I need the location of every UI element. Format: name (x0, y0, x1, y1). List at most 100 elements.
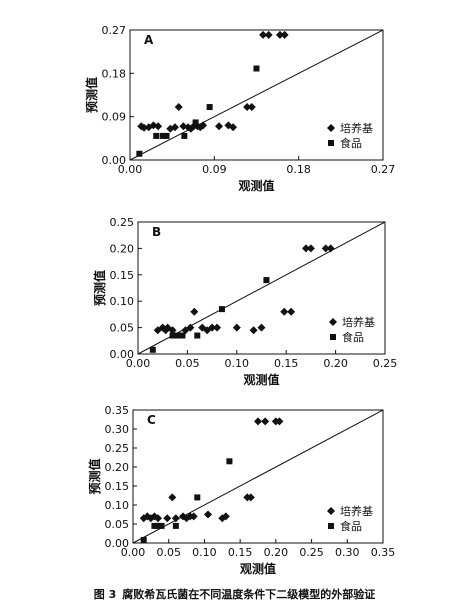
legend-label: 培养基 (342, 315, 375, 329)
data-point-square (263, 277, 270, 284)
data-point-diamond (275, 30, 284, 39)
x-tick-label: 0.15 (274, 357, 299, 370)
data-point-diamond (208, 323, 217, 332)
x-tick-label: 0.10 (192, 546, 217, 559)
data-point-diamond (259, 30, 268, 39)
y-tick-label: 0.20 (110, 242, 135, 255)
data-point-diamond (229, 123, 238, 132)
y-tick-label: 0.30 (105, 423, 130, 436)
legend-marker-square (330, 334, 336, 340)
data-point-diamond (257, 323, 266, 332)
y-tick-label: 0.05 (110, 322, 135, 335)
reference-line (137, 221, 386, 355)
data-point-square (159, 132, 166, 139)
data-point-diamond (264, 30, 273, 39)
x-tick-label: 0.18 (286, 163, 311, 176)
data-point-diamond (199, 121, 208, 130)
data-point-diamond (243, 103, 252, 112)
plot-frame (137, 221, 386, 355)
chart-panel-a: 0.00 0.09 0.18 0.27 0.00 0.09 0.18 0.27 A 观测值 预测值培… (84, 24, 395, 193)
data-point-diamond (249, 326, 258, 335)
data-point-diamond (326, 244, 335, 253)
x-tick-label: 0.10 (225, 357, 250, 370)
data-point-diamond (154, 122, 163, 131)
legend-label: 食品 (342, 330, 364, 344)
legend-label: 培养基 (340, 504, 373, 518)
x-tick-label: 0.30 (335, 546, 360, 559)
reference-line (129, 29, 384, 161)
data-point-diamond (275, 417, 284, 426)
data-point-square (181, 132, 188, 139)
x-tick-label: 0.00 (121, 546, 146, 559)
x-tick-label: 0.27 (371, 163, 396, 176)
y-tick-label: 0.10 (105, 499, 130, 512)
data-point-diamond (171, 514, 180, 523)
x-tick-label: 0.09 (202, 163, 227, 176)
data-point-square (192, 119, 199, 126)
data-point-diamond (163, 514, 172, 523)
panel-label: A (144, 33, 154, 47)
data-point-square (226, 458, 233, 465)
x-tick-label: 0.20 (264, 546, 289, 559)
data-point-diamond (301, 244, 310, 253)
data-point-diamond (280, 307, 289, 316)
data-point-diamond (174, 103, 183, 112)
data-point-square (153, 132, 160, 139)
data-point-square (163, 132, 170, 139)
data-point-diamond (190, 307, 199, 316)
data-point-square (194, 332, 201, 339)
y-tick-label: 0.20 (105, 461, 130, 474)
y-axis-title: 预测值 (84, 77, 99, 113)
y-axis-title: 预测值 (92, 270, 107, 306)
data-point-diamond (154, 514, 162, 523)
data-point-diamond (247, 103, 256, 112)
y-tick-label: 0.18 (102, 67, 127, 80)
legend-marker-square (328, 140, 334, 146)
data-point-diamond (186, 323, 195, 332)
data-point-diamond (189, 512, 198, 521)
data-point-square (194, 494, 201, 501)
panel-label: B (152, 225, 161, 239)
data-point-square (218, 306, 225, 313)
x-tick-label: 0.00 (118, 163, 143, 176)
y-tick-label: 0.10 (110, 295, 135, 308)
legend-label: 食品 (340, 136, 362, 150)
x-axis-title: 观测值 (243, 372, 279, 387)
x-tick-label: 0.15 (228, 546, 253, 559)
figure-caption: 图 3 腐败希瓦氏菌在不同温度条件下二级模型的外部验证 (0, 586, 475, 602)
y-tick-label: 0.27 (102, 24, 127, 37)
y-tick-label: 0.35 (105, 404, 130, 417)
x-tick-label: 0.35 (371, 546, 396, 559)
y-tick-label: 0.00 (105, 537, 130, 550)
data-point-diamond (306, 244, 315, 253)
y-tick-label: 0.09 (102, 111, 127, 124)
legend-marker-diamond (327, 507, 335, 515)
data-point-diamond (287, 307, 296, 316)
legend-label: 食品 (340, 519, 362, 533)
chart-panel-c: 0.00 0.05 0.10 0.15 0.20 0.25 0.30 0.35 0.00 0.05… (87, 404, 395, 576)
data-point-diamond (321, 244, 330, 253)
x-tick-label: 0.25 (373, 357, 398, 370)
data-point-square (140, 536, 147, 543)
data-point-diamond (261, 417, 270, 426)
data-point-diamond (232, 323, 241, 332)
legend-marker-square (328, 523, 334, 529)
panel-label: C (147, 413, 156, 427)
y-tick-label: 0.00 (102, 154, 127, 167)
data-point-diamond (170, 123, 179, 132)
x-axis-title: 观测值 (238, 178, 274, 193)
data-point-diamond (246, 493, 255, 502)
plot-frame (132, 409, 384, 544)
legend-marker-diamond (329, 318, 337, 326)
chart-panel-b: 0.00 0.05 0.10 0.15 0.20 0.25 0.00 0.05 0.10 0.15… (92, 216, 397, 387)
data-point-diamond (215, 122, 224, 131)
y-tick-label: 0.25 (110, 216, 135, 229)
x-tick-label: 0.05 (175, 357, 200, 370)
y-tick-label: 0.00 (110, 348, 135, 361)
data-point-square (149, 346, 156, 353)
data-point-square (206, 104, 213, 111)
x-tick-label: 0.05 (156, 546, 181, 559)
data-point-diamond (168, 493, 177, 502)
legend-marker-diamond (327, 124, 335, 132)
